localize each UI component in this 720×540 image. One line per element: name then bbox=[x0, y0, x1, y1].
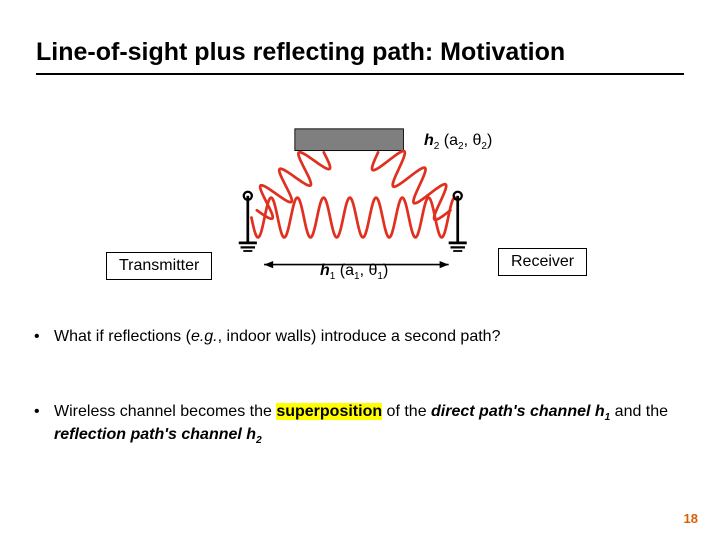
bullet-2: •Wireless channel becomes the superposit… bbox=[34, 402, 680, 447]
wave-direct bbox=[251, 198, 455, 238]
h1-channel-label: h1 (a1, θ1) bbox=[320, 262, 388, 282]
h2-channel-label: h2 (a2, θ2) bbox=[424, 132, 492, 152]
receiver-box: Receiver bbox=[498, 248, 587, 276]
highlight-superposition: superposition bbox=[276, 403, 382, 420]
bullet-1: •What if reflections (e.g., indoor walls… bbox=[34, 328, 680, 346]
reflector-bar bbox=[295, 129, 404, 151]
wave-reflect-down bbox=[372, 151, 450, 220]
transmitter-box: Transmitter bbox=[106, 252, 212, 280]
slide-title: Line-of-sight plus reflecting path: Moti… bbox=[36, 38, 684, 75]
page-number: 18 bbox=[684, 511, 698, 526]
antenna-transmitter-icon bbox=[239, 192, 257, 251]
